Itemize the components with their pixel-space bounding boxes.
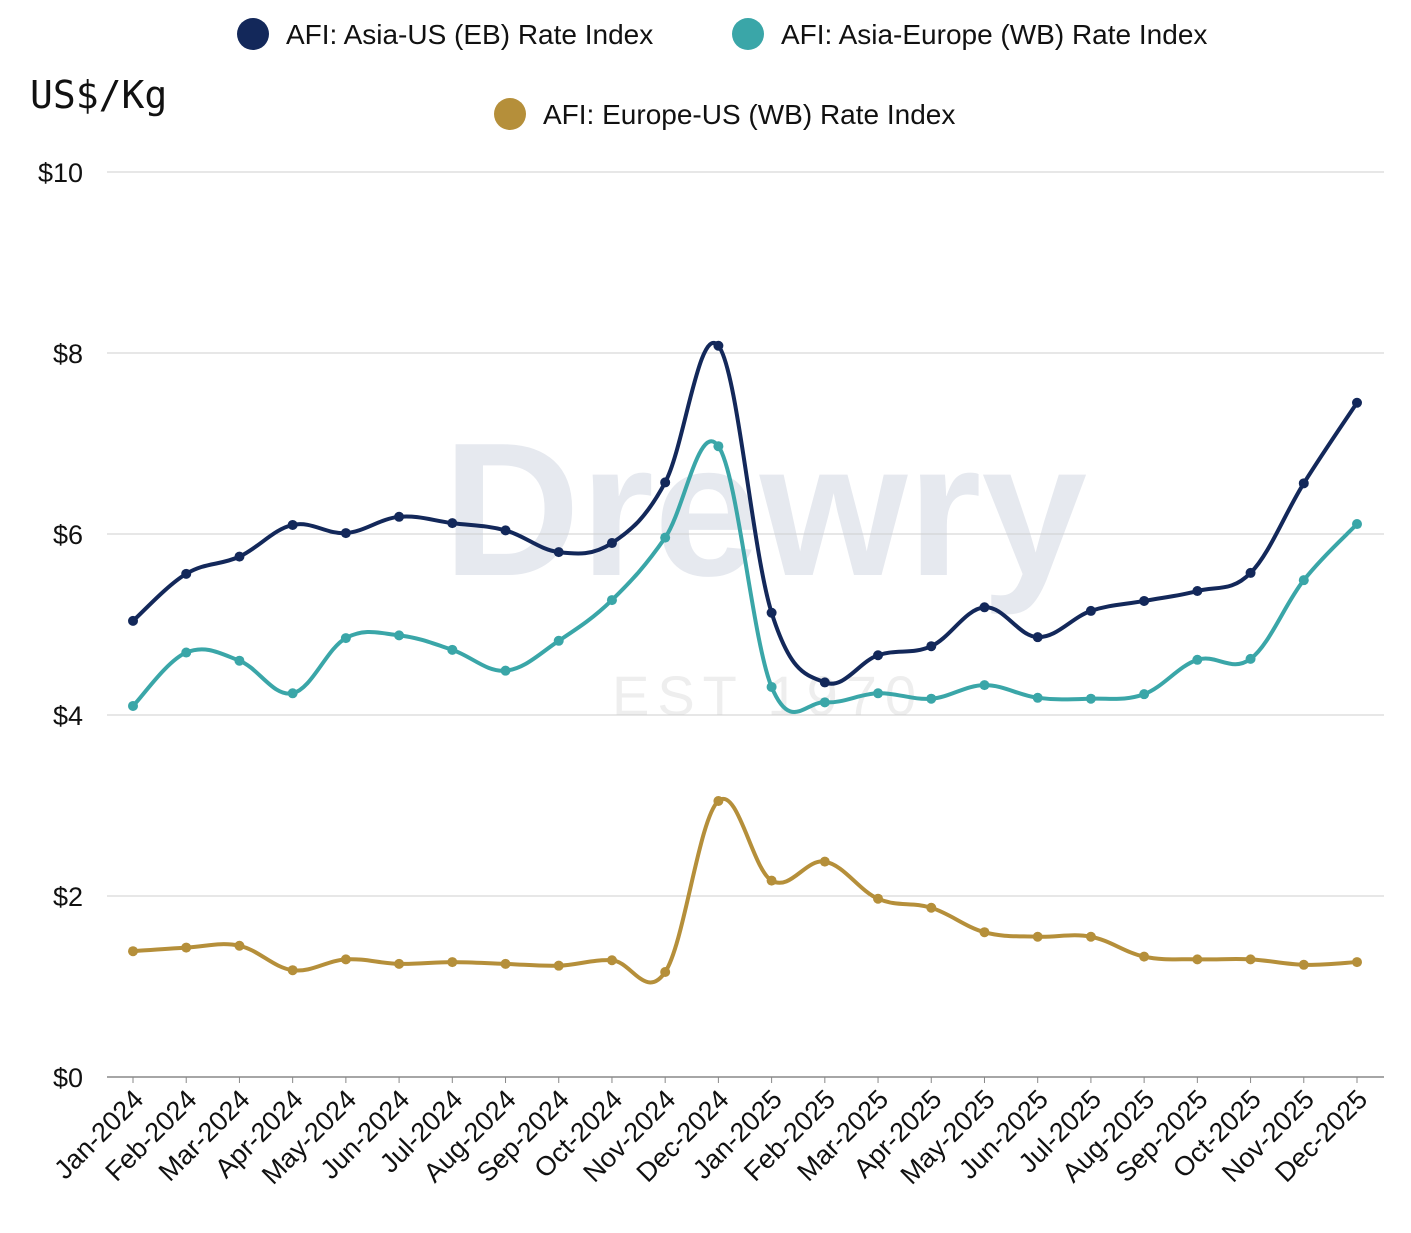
data-point (873, 893, 884, 904)
data-point (447, 518, 458, 529)
data-point (713, 795, 724, 806)
data-point (1032, 632, 1043, 643)
y-axis-label: US$/Kg (30, 73, 167, 117)
data-point (447, 644, 458, 655)
y-tick-label: $0 (53, 1063, 83, 1093)
data-point (340, 954, 351, 965)
series-2 (128, 439, 1362, 714)
data-point (713, 340, 724, 351)
data-point (181, 568, 192, 579)
data-point (553, 960, 564, 971)
legend-label: AFI: Asia-Europe (WB) Rate Index (781, 19, 1207, 50)
y-axis-ticks: $0 $2 $4 $6 $8 $10 (38, 158, 83, 1093)
data-point (660, 477, 671, 488)
drewry-watermark: Drewry EST 1970 (443, 404, 1087, 727)
data-point (1298, 575, 1309, 586)
data-point (128, 946, 138, 957)
data-point (1352, 519, 1362, 530)
data-point (500, 525, 511, 536)
data-point (766, 875, 777, 886)
data-point (234, 655, 245, 666)
legend-marker (732, 18, 764, 50)
y-tick-label: $2 (53, 882, 83, 912)
data-point (1245, 653, 1256, 664)
data-point (128, 700, 138, 711)
legend-label: AFI: Europe-US (WB) Rate Index (543, 99, 955, 130)
data-point (1139, 951, 1150, 962)
data-point (1352, 397, 1362, 408)
data-point (181, 647, 192, 658)
data-point (500, 665, 511, 676)
gridlines (107, 171, 1384, 1078)
series-line (132, 796, 1358, 985)
data-point (394, 958, 405, 969)
data-point (553, 635, 564, 646)
data-point (926, 902, 937, 913)
data-point (1085, 605, 1096, 616)
data-point (447, 957, 458, 968)
data-point (819, 677, 830, 688)
data-point (660, 532, 671, 543)
data-point (766, 607, 777, 618)
data-point (234, 940, 245, 951)
data-point (1245, 567, 1256, 578)
data-point (766, 681, 777, 692)
data-point (340, 528, 351, 539)
data-point (979, 927, 990, 938)
data-point (1192, 586, 1203, 597)
x-axis-ticks: Jan-2024Feb-2024Mar-2024Apr-2024May-2024… (48, 1077, 1373, 1190)
y-tick-label: $8 (53, 339, 83, 369)
series-1 (128, 340, 1362, 688)
data-point (1032, 692, 1043, 703)
data-point (926, 641, 937, 652)
data-point (1085, 931, 1096, 942)
legend-marker (237, 18, 269, 50)
data-point (873, 688, 884, 699)
data-point (234, 551, 245, 562)
y-tick-label: $4 (53, 701, 83, 731)
data-point (926, 693, 937, 704)
series-lines (128, 340, 1362, 985)
data-point (979, 680, 990, 691)
data-point (606, 538, 617, 549)
data-point (873, 650, 884, 661)
data-point (1192, 954, 1203, 965)
series-3 (128, 795, 1362, 985)
legend: AFI: Asia-US (EB) Rate Index AFI: Asia-Eu… (237, 18, 1207, 130)
legend-marker (494, 98, 526, 130)
data-point (1032, 931, 1043, 942)
y-tick-label: $10 (38, 158, 83, 188)
data-point (1139, 595, 1150, 606)
data-point (287, 519, 298, 530)
data-point (340, 633, 351, 644)
data-point (1298, 478, 1309, 489)
data-point (128, 615, 138, 626)
data-point (181, 942, 192, 953)
data-point (819, 697, 830, 708)
data-point (394, 630, 405, 641)
data-point (1085, 693, 1096, 704)
data-point (500, 958, 511, 969)
data-point (394, 511, 405, 522)
data-point (979, 602, 990, 613)
data-point (1192, 654, 1203, 665)
data-point (1298, 959, 1309, 970)
data-point (1245, 954, 1256, 965)
data-point (287, 688, 298, 699)
data-point (1352, 957, 1362, 968)
data-point (287, 965, 298, 976)
data-point (606, 595, 617, 606)
legend-label: AFI: Asia-US (EB) Rate Index (286, 19, 653, 50)
data-point (1139, 689, 1150, 700)
data-point (660, 967, 671, 978)
data-point (713, 441, 724, 452)
y-tick-label: $6 (53, 520, 83, 550)
data-point (819, 856, 830, 867)
data-point (553, 547, 564, 558)
data-point (606, 955, 617, 966)
